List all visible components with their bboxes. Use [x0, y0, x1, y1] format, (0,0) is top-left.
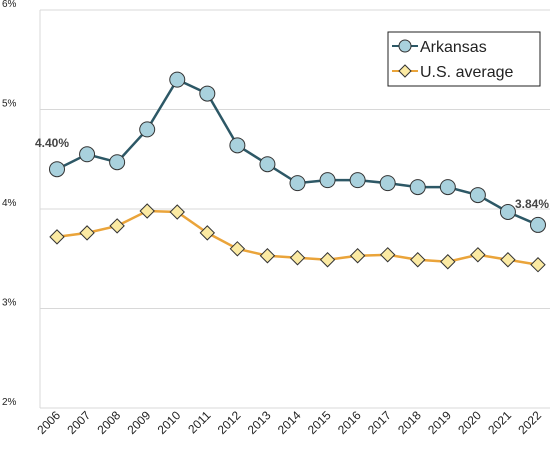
marker [259, 248, 276, 264]
x-tick-label: 2010 [155, 408, 184, 437]
y-tick-label: 5% [2, 99, 17, 110]
marker [409, 179, 426, 196]
marker [169, 71, 186, 88]
marker [199, 225, 216, 241]
x-tick-label: 2006 [34, 408, 63, 437]
x-tick-label: 2017 [365, 408, 394, 437]
value-label: 4.40% [35, 136, 69, 150]
marker [79, 146, 96, 163]
x-tick-label: 2013 [245, 408, 274, 437]
marker [319, 252, 336, 268]
marker [349, 172, 366, 189]
marker [349, 248, 366, 264]
marker [469, 187, 486, 204]
legend-label: U.S. average [420, 64, 513, 81]
x-tick-label: 2014 [275, 408, 304, 437]
x-tick-label: 2012 [215, 408, 244, 437]
x-tick-label: 2009 [125, 408, 154, 437]
marker [199, 85, 216, 102]
marker [499, 203, 516, 220]
y-tick-label: 3% [2, 298, 17, 309]
marker [109, 154, 126, 171]
marker [49, 229, 65, 245]
x-tick-label: 2011 [185, 408, 213, 436]
marker [289, 250, 306, 266]
marker [109, 218, 125, 234]
x-tick-label: 2007 [64, 408, 93, 437]
marker [139, 203, 155, 219]
marker [79, 225, 95, 241]
marker [139, 121, 156, 138]
series-line [56, 78, 539, 227]
value-label: 3.84% [515, 197, 549, 211]
x-tick-label: 2008 [94, 408, 123, 437]
x-tick-label: 2016 [335, 408, 364, 437]
marker [530, 216, 546, 233]
marker [169, 204, 185, 220]
legend-marker [398, 39, 412, 53]
marker [500, 252, 516, 268]
x-tick-label: 2015 [305, 408, 334, 437]
marker [470, 247, 486, 263]
marker [440, 254, 456, 270]
marker [229, 241, 246, 257]
marker [319, 172, 336, 189]
x-tick-label: 2022 [515, 408, 544, 437]
marker [49, 161, 65, 178]
legend-marker [398, 64, 412, 78]
marker [410, 252, 426, 268]
marker [379, 175, 396, 192]
y-tick-label: 4% [2, 198, 17, 209]
y-tick-label: 2% [2, 397, 17, 408]
y-tick-label: 6% [2, 0, 17, 10]
marker [289, 175, 306, 192]
marker [439, 179, 456, 196]
legend-box [387, 31, 541, 87]
marker [379, 247, 396, 263]
x-tick-label: 2018 [395, 408, 424, 437]
marker [530, 257, 546, 273]
x-tick-label: 2020 [455, 408, 484, 437]
x-tick-label: 2019 [425, 408, 454, 437]
x-tick-label: 2021 [485, 408, 514, 437]
marker [259, 156, 276, 173]
marker [229, 137, 246, 154]
legend-label: Arkansas [420, 39, 487, 56]
